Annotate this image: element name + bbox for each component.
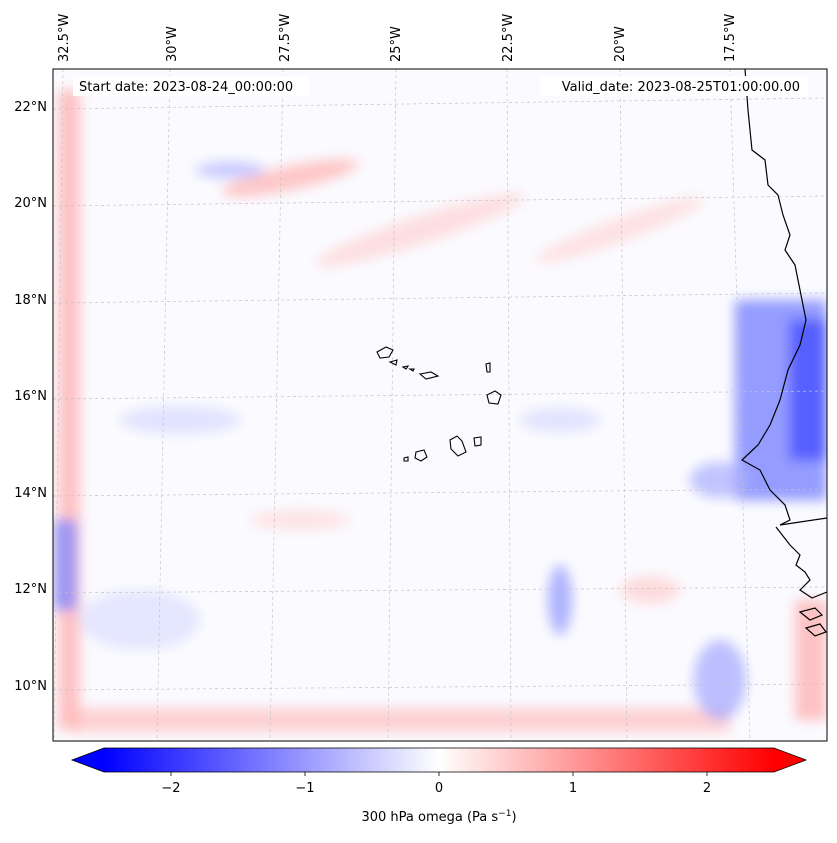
lon-label-32-5w: 32.5°W [57,14,72,62]
colorbar: −2 −1 0 1 2 300 hPa omega (Pa s−1) [70,747,808,825]
map-panel: Start date: 2023-08-24_00:00:00 Valid_da… [14,14,828,742]
lat-label-20n: 20°N [14,196,47,211]
colorbar-label: 300 hPa omega (Pa s−1) [361,809,516,825]
lon-label-25w: 25°W [389,26,404,62]
lat-label-22n: 22°N [14,100,47,115]
colorbar-label-suffix: ) [511,810,516,825]
colorbar-ticks [170,772,708,776]
cb-tick-0: 0 [435,781,443,796]
valid-date-box [540,76,808,96]
latitude-labels: 22°N 20°N 18°N 16°N 14°N 12°N 10°N [14,100,47,694]
colorbar-tick-labels: −2 −1 0 1 2 [161,781,711,796]
lat-label-12n: 12°N [14,582,47,597]
lat-label-18n: 18°N [14,293,47,308]
coastline-africa [740,69,827,637]
lat-label-14n: 14°N [14,486,47,501]
lat-label-16n: 16°N [14,389,47,404]
valid-date-label: Valid_date: 2023-08-25T01:00:00.00 [562,80,800,95]
cb-tick-minus1: −1 [295,781,314,796]
colorbar-max-extend [774,748,806,772]
colorbar-body [104,748,774,772]
lon-label-22-5w: 22.5°W [501,14,516,62]
lon-label-20w: 20°W [613,26,628,62]
lon-label-27-5w: 27.5°W [278,14,293,62]
colorbar-label-prefix: 300 hPa omega (Pa s [361,810,498,825]
colorbar-min-extend [72,748,104,772]
longitude-labels: 32.5°W 30°W 27.5°W 25°W 22.5°W 20°W 17.5… [57,14,738,62]
graticule [53,69,827,741]
omega-field [53,69,827,741]
start-date-box [73,76,309,96]
lat-label-10n: 10°N [14,679,47,694]
colorbar-label-exponent: −1 [498,809,511,819]
cb-tick-minus2: −2 [161,781,180,796]
cb-tick-2: 2 [703,781,711,796]
lon-label-30w: 30°W [165,26,180,62]
start-date-label: Start date: 2023-08-24_00:00:00 [79,80,293,95]
colorbar-outline [70,747,808,773]
lon-label-17-5w: 17.5°W [723,14,738,62]
cb-tick-1: 1 [569,781,577,796]
cape-verde-islands [376,346,502,462]
map-frame [52,68,828,742]
